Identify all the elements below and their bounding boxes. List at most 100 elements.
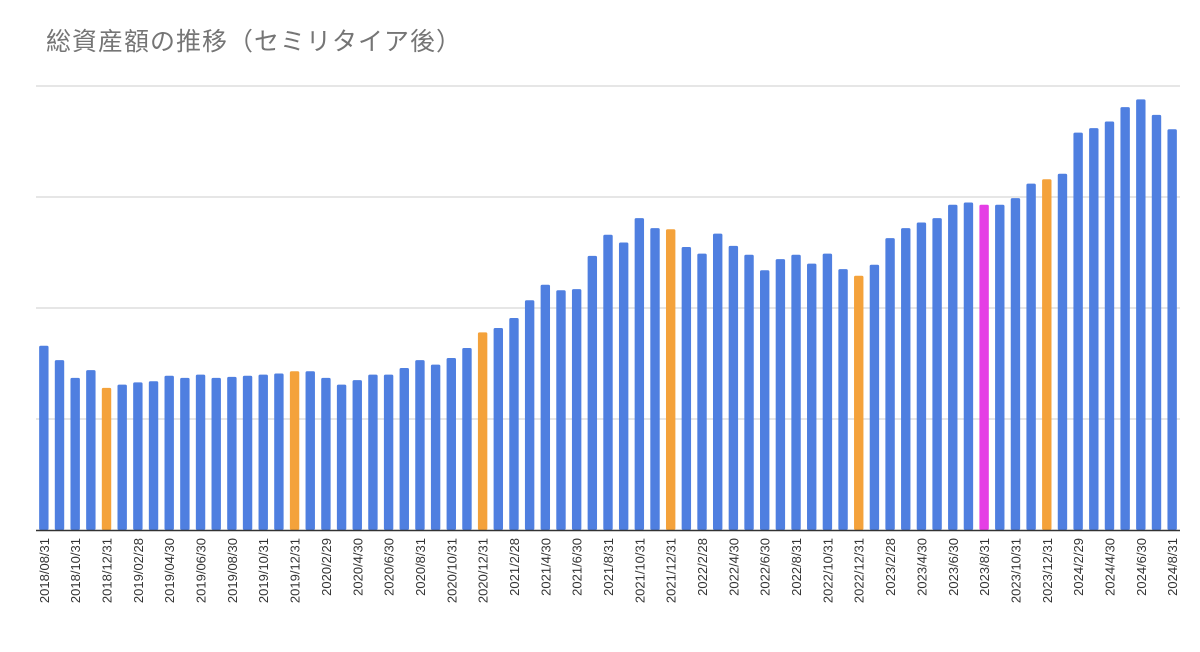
bar bbox=[148, 381, 159, 530]
bar bbox=[462, 347, 472, 530]
bar bbox=[995, 204, 1005, 530]
x-tick-label: 2019/06/30 bbox=[194, 538, 209, 603]
bar bbox=[948, 204, 958, 530]
x-tick-label: 2019/04/30 bbox=[162, 538, 177, 603]
bar bbox=[1089, 128, 1099, 530]
bar bbox=[963, 202, 974, 531]
bar bbox=[979, 204, 989, 530]
bar bbox=[211, 377, 221, 530]
x-tick-label: 2023/4/30 bbox=[914, 538, 929, 596]
bar bbox=[258, 374, 268, 530]
bar bbox=[916, 222, 927, 530]
x-tick-label: 2019/12/31 bbox=[288, 538, 303, 603]
x-tick-label: 2020/2/29 bbox=[319, 538, 334, 596]
bar bbox=[1042, 179, 1052, 531]
x-tick-label: 2021/6/30 bbox=[570, 538, 585, 596]
x-tick-label: 2020/10/31 bbox=[444, 538, 459, 603]
bar bbox=[650, 228, 660, 530]
x-tick-label: 2020/4/30 bbox=[350, 538, 365, 596]
bar bbox=[54, 360, 65, 530]
bar bbox=[164, 375, 174, 530]
bar bbox=[524, 300, 535, 530]
bar bbox=[760, 270, 770, 530]
bar bbox=[1120, 107, 1130, 530]
x-tick-label: 2021/8/31 bbox=[601, 538, 616, 596]
x-tick-label: 2022/2/28 bbox=[695, 538, 710, 596]
bar bbox=[901, 228, 911, 530]
bar bbox=[399, 367, 409, 530]
x-tick-label: 2022/8/31 bbox=[789, 538, 804, 596]
bar bbox=[791, 254, 801, 530]
x-tick-label: 2023/12/31 bbox=[1040, 538, 1055, 603]
bar bbox=[86, 370, 96, 530]
bar bbox=[540, 284, 551, 530]
bar bbox=[493, 327, 504, 530]
x-tick-label: 2019/08/30 bbox=[225, 538, 240, 603]
bar bbox=[195, 374, 206, 530]
x-tick-label: 2019/10/31 bbox=[256, 538, 271, 603]
bar bbox=[838, 269, 848, 530]
bar bbox=[101, 387, 112, 530]
x-tick-label: 2024/2/29 bbox=[1071, 538, 1086, 596]
bar bbox=[1104, 121, 1115, 531]
bar bbox=[744, 254, 754, 530]
x-tick-label: 2018/12/31 bbox=[100, 538, 115, 603]
bar bbox=[1073, 132, 1083, 530]
bar bbox=[712, 233, 723, 530]
bar bbox=[1136, 99, 1146, 530]
x-tick-label: 2021/12/31 bbox=[664, 538, 679, 603]
x-tick-label: 2023/10/31 bbox=[1008, 538, 1023, 603]
bar bbox=[446, 357, 456, 530]
bar bbox=[133, 382, 143, 530]
bar bbox=[618, 242, 629, 530]
x-tick-label: 2021/2/28 bbox=[507, 538, 522, 596]
x-tick-label: 2023/2/28 bbox=[883, 538, 898, 596]
x-tick-label: 2020/6/30 bbox=[382, 538, 397, 596]
bar bbox=[603, 234, 613, 531]
x-tick-label: 2024/8/31 bbox=[1165, 538, 1180, 596]
bar bbox=[854, 275, 864, 530]
bar bbox=[681, 246, 692, 530]
x-tick-label: 2023/6/30 bbox=[946, 538, 961, 596]
bar bbox=[305, 371, 315, 530]
x-tick-label: 2024/6/30 bbox=[1134, 538, 1149, 596]
bar bbox=[242, 375, 253, 530]
bar bbox=[885, 238, 895, 530]
bar bbox=[274, 373, 284, 530]
bar bbox=[321, 377, 331, 530]
bar bbox=[180, 377, 190, 530]
x-tick-label: 2020/12/31 bbox=[476, 538, 491, 603]
bar bbox=[634, 218, 645, 530]
bar bbox=[430, 364, 441, 530]
x-tick-label: 2023/8/31 bbox=[977, 538, 992, 596]
x-tick-label: 2022/12/31 bbox=[852, 538, 867, 603]
bar bbox=[383, 374, 394, 530]
bar bbox=[571, 289, 582, 530]
bar bbox=[39, 345, 49, 530]
bar bbox=[336, 384, 347, 530]
x-tick-label: 2021/4/30 bbox=[538, 538, 553, 596]
bar bbox=[1026, 183, 1036, 530]
bar bbox=[807, 263, 817, 530]
x-tick-label: 2022/6/30 bbox=[758, 538, 773, 596]
bar bbox=[415, 360, 425, 530]
chart-title: 総資産額の推移（セミリタイア後） bbox=[46, 27, 463, 56]
bar bbox=[70, 377, 80, 530]
x-tick-label: 2022/4/30 bbox=[726, 538, 741, 596]
bar bbox=[587, 255, 598, 530]
bar bbox=[775, 259, 786, 530]
x-tick-label: 2021/10/31 bbox=[632, 538, 647, 603]
bar bbox=[932, 218, 942, 530]
bar bbox=[1151, 114, 1162, 531]
x-tick-label: 2019/02/28 bbox=[131, 538, 146, 603]
bar bbox=[1057, 173, 1068, 530]
bar bbox=[117, 384, 127, 530]
bar bbox=[368, 374, 378, 530]
bar bbox=[728, 245, 739, 530]
bar bbox=[509, 317, 519, 530]
bar bbox=[477, 332, 488, 530]
bar bbox=[697, 253, 707, 531]
bar bbox=[869, 264, 880, 530]
x-tick-label: 2024/4/30 bbox=[1102, 538, 1117, 596]
